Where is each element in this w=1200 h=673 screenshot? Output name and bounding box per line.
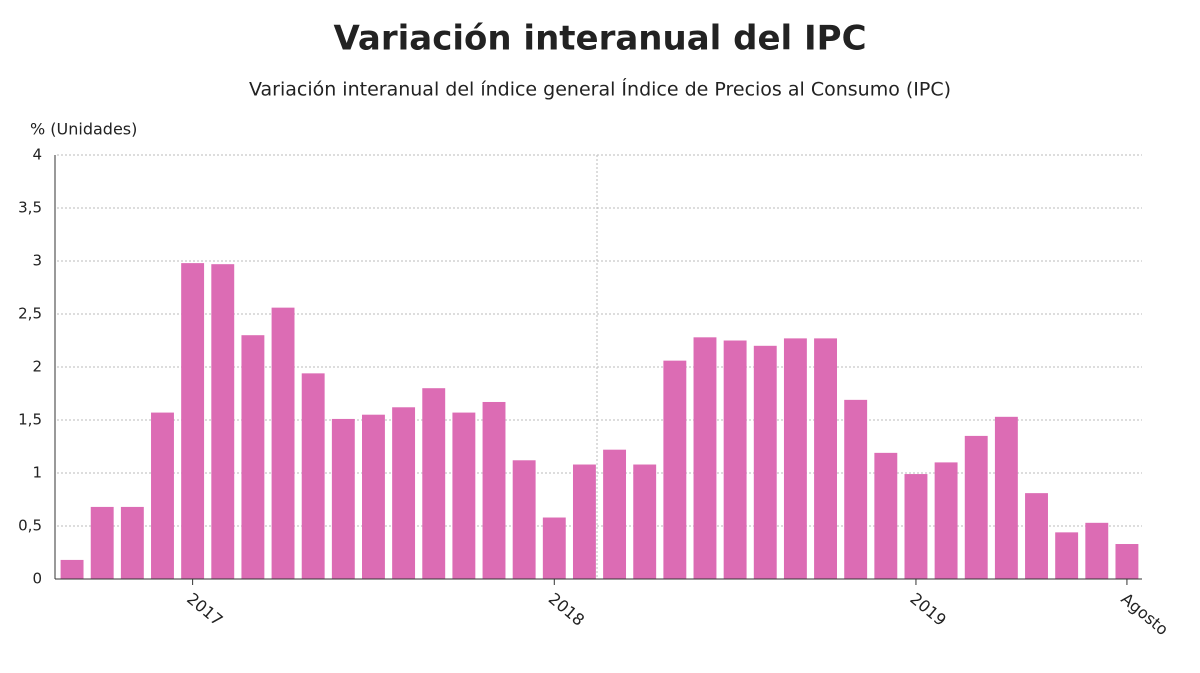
- bar: [151, 412, 174, 579]
- bar: [572, 464, 596, 579]
- y-tick-label: 1,5: [18, 411, 42, 429]
- bar: [874, 452, 898, 579]
- bar: [362, 414, 385, 579]
- bar: [422, 388, 446, 579]
- y-tick-label: 4: [32, 146, 42, 164]
- chart-subtitle: Variación interanual del índice general …: [249, 78, 951, 101]
- bar: [844, 399, 868, 579]
- bar: [181, 263, 205, 579]
- bar: [1025, 493, 1048, 579]
- bar: [482, 401, 506, 579]
- bar: [783, 338, 807, 579]
- bar: [241, 335, 265, 579]
- bar: [271, 307, 295, 579]
- y-tick-label: 1: [32, 464, 42, 482]
- bar: [723, 340, 747, 579]
- y-tick-label: 0,5: [18, 517, 42, 535]
- bar: [663, 360, 687, 579]
- bar: [603, 449, 627, 579]
- x-tick-label: 2017: [183, 589, 226, 630]
- y-tick-label: 2: [32, 358, 42, 376]
- x-tick-label: Agosto: [1117, 589, 1172, 639]
- bar: [633, 464, 657, 579]
- x-tick-label: 2019: [906, 589, 949, 630]
- y-tick-label: 0: [32, 570, 42, 588]
- bar: [542, 517, 566, 579]
- bar: [60, 559, 84, 579]
- bar: [452, 412, 476, 579]
- bar: [753, 345, 777, 579]
- bar: [1115, 544, 1139, 579]
- y-tick-label: 2,5: [18, 305, 42, 323]
- chart-title: Variación interanual del IPC: [333, 19, 866, 59]
- bar: [814, 338, 837, 579]
- bar: [904, 474, 928, 579]
- bar: [693, 337, 717, 579]
- bar: [90, 506, 114, 579]
- bar: [1085, 522, 1109, 579]
- bar: [301, 373, 325, 579]
- bar: [331, 418, 355, 579]
- bar: [120, 506, 144, 579]
- y-tick-label: 3,5: [18, 199, 42, 217]
- bar: [964, 435, 988, 579]
- x-tick-label: 2018: [545, 589, 588, 630]
- bar: [1055, 532, 1079, 579]
- bar: [392, 407, 416, 579]
- bar: [994, 416, 1018, 579]
- y-axis-label: % (Unidades): [30, 120, 137, 139]
- y-tick-label: 3: [32, 252, 42, 270]
- bar: [934, 462, 958, 579]
- bar: [211, 264, 235, 579]
- bar: [512, 460, 536, 579]
